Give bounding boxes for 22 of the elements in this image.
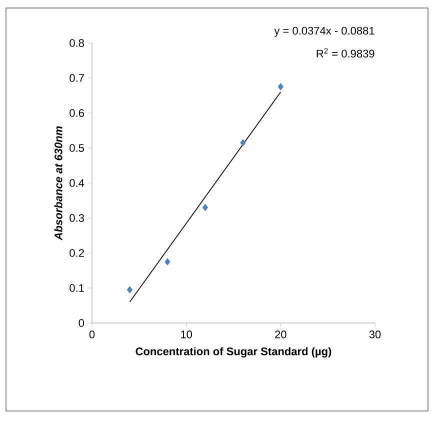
y-tick-label: 0.1 [70, 284, 84, 292]
y-tick-label: 0 [78, 319, 84, 327]
x-axis-title: Concentration of Sugar Standard (µg) [136, 347, 332, 358]
y-tick-label: 0.7 [70, 74, 84, 82]
point [202, 204, 208, 212]
y-tick-label: 0.8 [70, 39, 84, 47]
annotation: R$^{2}$ = 0.9839 [316, 48, 374, 58]
text: y = 0.0374x - 0.0881 [274, 26, 374, 37]
point [240, 139, 246, 146]
y-tick-label: 0.2 [70, 249, 84, 257]
y-tick-label: 0.6 [70, 109, 84, 117]
point [164, 258, 170, 266]
x-tick-label: 20 [275, 330, 286, 338]
x-tick-label: 0 [89, 330, 95, 338]
y-tick-label: 0.5 [70, 144, 84, 152]
point [126, 286, 133, 294]
y-tick-label: 0.4 [70, 179, 84, 187]
x-tick-label: 30 [369, 330, 381, 338]
y-axis-title: Absorbance at 630nm [54, 126, 62, 240]
y-tick-label: 0.3 [70, 214, 84, 222]
x-tick-label: 10 [181, 330, 192, 338]
point [278, 83, 284, 90]
